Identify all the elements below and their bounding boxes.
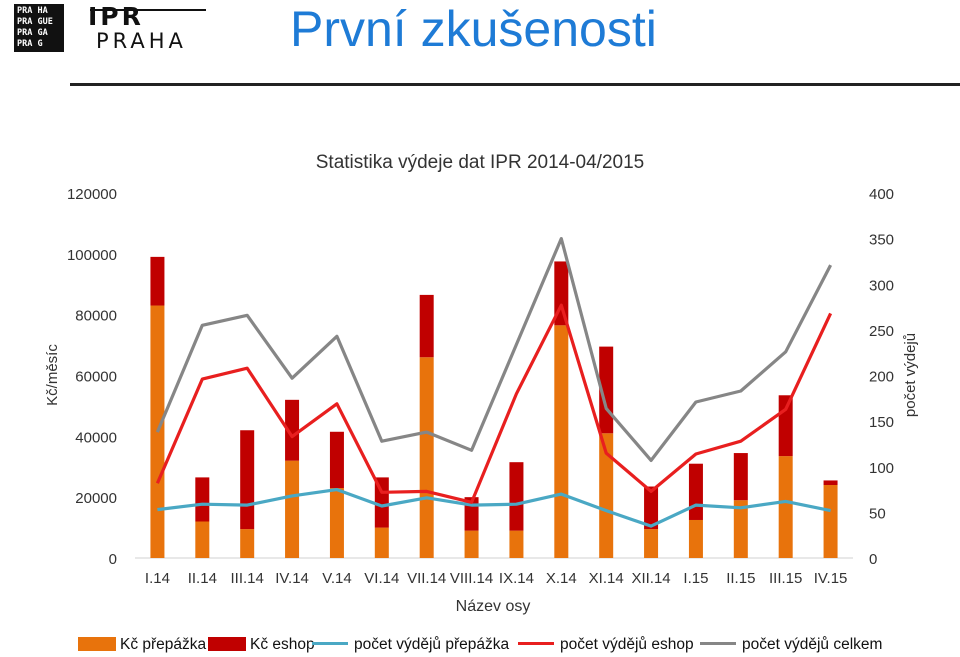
bar-kc-prepazka xyxy=(464,530,479,558)
logo-box-line: PRA GUE xyxy=(17,17,53,27)
bar-kc-prepazka xyxy=(509,530,524,558)
y2-tick-label: 350 xyxy=(869,232,894,249)
x-tick-label: XII.14 xyxy=(631,570,670,587)
bar-kc-prepazka xyxy=(599,433,614,558)
bar-kc-prepazka xyxy=(195,521,210,558)
legend-label: počet výdějů eshop xyxy=(560,636,694,653)
praha-logo-text: PRAHA xyxy=(96,29,187,53)
bar-kc-eshop xyxy=(509,462,524,531)
y2-tick-label: 150 xyxy=(869,414,894,431)
x-tick-label: II.14 xyxy=(188,570,217,587)
x-tick-label: IV.15 xyxy=(814,570,848,587)
bar-kc-eshop xyxy=(823,480,838,485)
bar-layer xyxy=(150,256,838,558)
bar-kc-eshop xyxy=(778,395,793,457)
y-tick-label: 60000 xyxy=(75,369,117,386)
legend-swatch xyxy=(518,642,554,645)
bar-kc-prepazka xyxy=(688,519,703,558)
x-tick-label: VI.14 xyxy=(364,570,399,587)
y-tick-label: 120000 xyxy=(67,186,117,203)
bar-kc-eshop xyxy=(644,486,659,530)
bar-kc-prepazka xyxy=(419,357,434,558)
legend-label: počet výdějů celkem xyxy=(742,636,883,653)
legend-item-pocet-prepazka: počet výdějů přepážka xyxy=(312,636,509,654)
bar-kc-prepazka xyxy=(823,485,838,558)
y-tick-label: 40000 xyxy=(75,429,117,446)
x-tick-label: I.15 xyxy=(683,570,708,587)
x-axis-ticks: I.14 II.14 III.14 IV.14 V.14 VI.14 VII.14 VIII.… xyxy=(145,570,847,587)
series-line-2 xyxy=(155,237,833,462)
header-divider xyxy=(70,83,960,86)
y2-tick-label: 300 xyxy=(869,277,894,294)
x-tick-label: X.14 xyxy=(546,570,577,587)
chart-legend: Kč přepážka Kč eshop počet výdějů přepáž… xyxy=(78,636,958,656)
logo-box-line: PRA G xyxy=(17,39,43,49)
bar-kc-prepazka xyxy=(240,529,255,558)
bar-kc-eshop xyxy=(150,256,165,306)
bar-kc-prepazka xyxy=(733,500,748,558)
x-tick-label: IX.14 xyxy=(499,570,534,587)
x-tick-label: III.15 xyxy=(769,570,802,587)
bar-kc-eshop xyxy=(285,399,300,461)
bar-kc-eshop xyxy=(195,477,210,522)
y-tick-label: 20000 xyxy=(75,490,117,507)
praha-logo-box: PRA HA PRA GUE PRA GA PRA G xyxy=(14,4,64,52)
bar-kc-prepazka xyxy=(285,460,300,558)
bar-kc-prepazka xyxy=(554,325,569,558)
bar-kc-eshop xyxy=(374,477,389,528)
y-axis-ticks: 0 20000 40000 60000 80000 100000 120000 xyxy=(67,186,117,568)
ipr-logo: IPR xyxy=(88,2,144,31)
x-tick-label: II.15 xyxy=(726,570,755,587)
y2-axis-label: počet výdejů xyxy=(902,333,919,417)
legend-swatch xyxy=(700,642,736,645)
x-tick-label: VII.14 xyxy=(407,570,446,587)
bar-kc-eshop xyxy=(240,430,255,530)
x-tick-label: V.14 xyxy=(322,570,351,587)
y2-axis-ticks: 0 50 100 150 200 250 300 350 400 xyxy=(869,186,894,568)
series-line-1 xyxy=(155,303,833,504)
y-tick-label: 100000 xyxy=(67,247,117,264)
y2-tick-label: 250 xyxy=(869,323,894,340)
legend-swatch xyxy=(208,637,246,651)
combo-chart: Statistika výdeje dat IPR 2014-04/2015 K… xyxy=(44,152,919,615)
bar-kc-prepazka xyxy=(329,488,344,558)
bar-kc-eshop xyxy=(419,294,434,358)
legend-label: počet výdějů přepážka xyxy=(354,636,510,653)
x-tick-label: IV.14 xyxy=(275,570,309,587)
logo-divider xyxy=(90,9,206,11)
y2-tick-label: 200 xyxy=(869,369,894,386)
y-tick-label: 0 xyxy=(109,551,117,568)
line-layer xyxy=(155,237,833,528)
legend-label: Kč eshop xyxy=(250,636,315,653)
y2-tick-label: 100 xyxy=(869,460,894,477)
y2-tick-label: 0 xyxy=(869,551,877,568)
chart-title: Statistika výdeje dat IPR 2014-04/2015 xyxy=(316,152,644,173)
bar-kc-eshop xyxy=(733,453,748,501)
y-axis-label: Kč/měsíc xyxy=(44,344,61,406)
legend-item-pocet-celkem: počet výdějů celkem xyxy=(700,636,882,654)
legend-label: Kč přepážka xyxy=(120,636,207,653)
x-tick-label: III.14 xyxy=(231,570,264,587)
x-tick-label: VIII.14 xyxy=(450,570,493,587)
legend-item-pocet-eshop: počet výdějů eshop xyxy=(518,636,694,654)
x-axis-label: Název osy xyxy=(456,598,531,615)
logo-box-line: PRA HA xyxy=(17,6,48,16)
y2-tick-label: 50 xyxy=(869,505,886,522)
bar-kc-eshop xyxy=(329,431,344,489)
slide-title: První zkušenosti xyxy=(290,1,657,57)
bar-kc-prepazka xyxy=(644,529,659,558)
y-tick-label: 80000 xyxy=(75,308,117,325)
legend-item-kc-eshop: Kč eshop xyxy=(208,636,315,654)
logo-box-line: PRA GA xyxy=(17,28,48,38)
legend-item-kc-prepazka: Kč přepážka xyxy=(78,636,206,654)
bar-kc-prepazka xyxy=(374,527,389,558)
y2-tick-label: 400 xyxy=(869,186,894,203)
legend-swatch xyxy=(78,637,116,651)
bar-kc-prepazka xyxy=(778,456,793,558)
bar-kc-eshop xyxy=(688,463,703,520)
x-tick-label: I.14 xyxy=(145,570,170,587)
legend-swatch xyxy=(312,642,348,645)
series-line-0 xyxy=(157,488,831,528)
x-tick-label: XI.14 xyxy=(589,570,624,587)
